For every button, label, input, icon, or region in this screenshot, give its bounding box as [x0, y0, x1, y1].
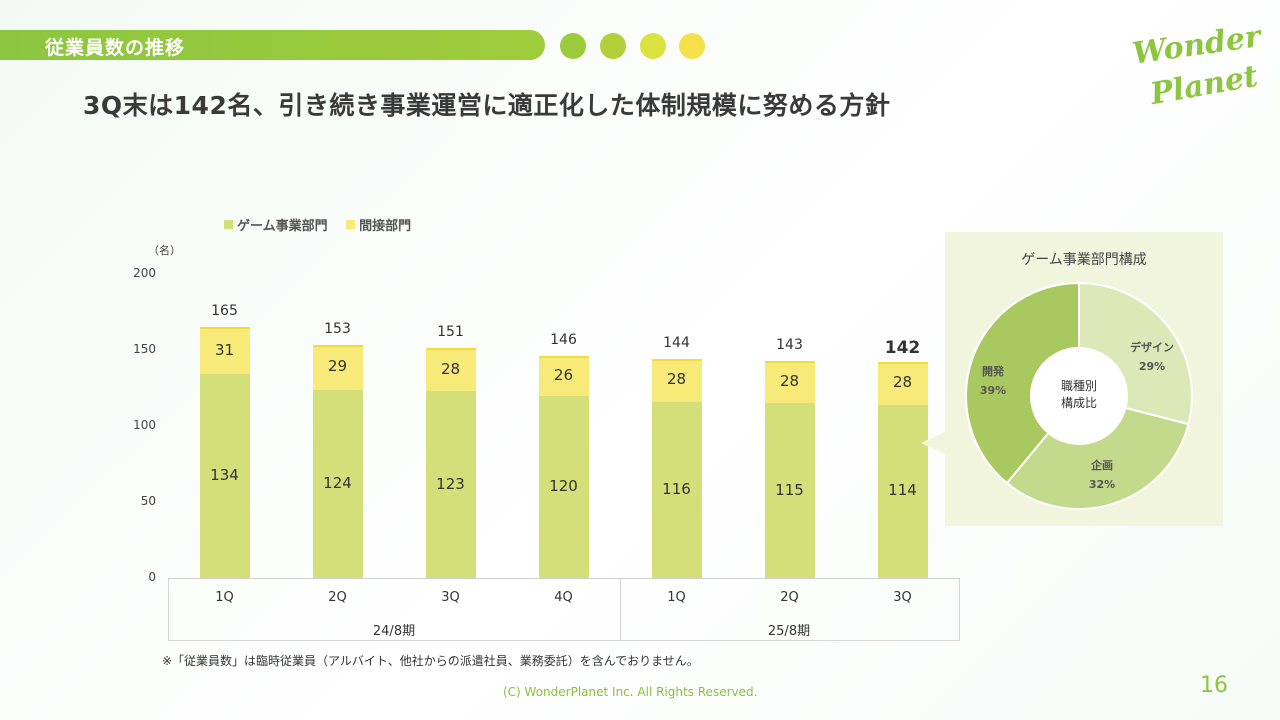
legend-item-indirect: 間接部門 — [346, 215, 411, 234]
bar-value-indirect: 28 — [440, 359, 461, 378]
legend-swatch-game — [224, 220, 233, 229]
bar-total-label: 153 — [324, 321, 351, 338]
bar-value-indirect: 31 — [214, 340, 235, 359]
x-tick-label: 1Q — [667, 590, 686, 605]
period-label-fy24: 24/8期 — [372, 624, 416, 639]
y-tick-label: 50 — [140, 494, 156, 508]
period-label-fy25: 25/8期 — [767, 624, 811, 639]
composition-panel: ゲーム事業部門構成 職種別 構成比 デザイン 29% 企画 32% 開発 39% — [945, 232, 1223, 526]
bar-value-indirect: 28 — [666, 370, 687, 389]
pie-label-design-name: デザイン — [1130, 341, 1174, 354]
bar-total-label: 151 — [437, 324, 464, 341]
bar-value-game: 115 — [775, 480, 804, 499]
donut-center-line2: 構成比 — [1060, 396, 1097, 410]
y-tick-label: 150 — [133, 342, 156, 356]
pie-label-development: 開発 39% — [963, 362, 1023, 400]
bar-value-indirect: 29 — [327, 357, 348, 376]
bar-value-game: 120 — [549, 476, 578, 495]
bar-segment-indirect — [651, 359, 702, 402]
axis-divider-period — [620, 579, 621, 641]
pie-label-design-value: 29% — [1138, 360, 1166, 373]
axis-divider-right — [959, 579, 960, 641]
bar-segment-indirect — [877, 362, 928, 405]
decor-dot-3 — [640, 33, 666, 59]
bar-segment-indirect — [538, 356, 589, 396]
decor-dot-2 — [600, 33, 626, 59]
y-axis-unit: （名） — [148, 244, 181, 257]
bar-value-game: 134 — [210, 466, 239, 485]
pie-label-development-value: 39% — [979, 384, 1007, 397]
bar-value-indirect: 26 — [553, 365, 574, 384]
bar-value-indirect: 28 — [892, 373, 913, 392]
bar-segment-indirect — [199, 327, 250, 375]
pie-label-planning-value: 32% — [1088, 478, 1116, 491]
x-tick-label: 2Q — [328, 590, 347, 605]
section-header-band — [0, 30, 545, 60]
footnote: ※「従業員数」は臨時従業員（アルバイト、他社からの派遣社員、業務委託）を含んでお… — [162, 654, 699, 668]
bar-segment-indirect — [425, 348, 476, 392]
bar-segment-indirect — [764, 360, 815, 404]
pie-label-development-name: 開発 — [982, 365, 1004, 378]
bar-segment-game — [538, 395, 589, 578]
pie-label-planning-name: 企画 — [1091, 459, 1113, 472]
donut-center-line1: 職種別 — [1060, 379, 1097, 393]
bar-value-game: 116 — [662, 479, 691, 498]
bar-segment-game — [764, 403, 815, 578]
company-logo: Wonder Planet — [1128, 19, 1263, 120]
bar-segment-game — [199, 374, 250, 578]
donut-center-label: 職種別 構成比 — [1039, 378, 1119, 412]
bar-total-label: 146 — [550, 332, 577, 349]
axis-divider-left — [168, 579, 169, 641]
bar-total-label: 165 — [211, 303, 238, 320]
bar-value-game: 114 — [888, 481, 917, 500]
bar-segment-game — [312, 389, 363, 578]
bar-value-indirect: 28 — [779, 371, 800, 390]
bar-segment-game — [651, 401, 702, 578]
page-number: 16 — [1200, 673, 1228, 698]
pie-label-planning: 企画 32% — [1072, 456, 1132, 494]
y-tick-label: 0 — [148, 570, 156, 584]
decor-dot-1 — [560, 33, 586, 59]
chart-legend: ゲーム事業部門 間接部門 — [224, 215, 425, 234]
y-tick-label: 100 — [133, 418, 156, 432]
bar-segment-game — [425, 391, 476, 578]
headline: 3Q末は142名、引き続き事業運営に適正化した体制規模に努める方針 — [83, 91, 891, 120]
legend-item-game: ゲーム事業部門 — [224, 215, 328, 234]
pie-label-design: デザイン 29% — [1122, 338, 1182, 376]
section-title: 従業員数の推移 — [45, 37, 186, 59]
bar-value-game: 123 — [436, 474, 465, 493]
bar-segment-game — [877, 404, 928, 578]
legend-label-indirect: 間接部門 — [359, 219, 412, 234]
donut-hole — [1031, 348, 1127, 444]
x-tick-label: 2Q — [780, 590, 799, 605]
bar-value-game: 124 — [323, 473, 352, 492]
x-tick-label: 3Q — [893, 590, 912, 605]
donut-chart — [965, 281, 1193, 510]
y-tick-label: 200 — [133, 266, 156, 280]
x-tick-label: 4Q — [554, 590, 573, 605]
bar-total-label: 142 — [884, 338, 921, 359]
panel-pointer — [921, 432, 945, 454]
bar-total-label: 144 — [663, 335, 690, 352]
legend-label-game: ゲーム事業部門 — [237, 219, 328, 234]
decor-dot-4 — [679, 33, 705, 59]
legend-swatch-indirect — [346, 220, 356, 229]
bar-segment-indirect — [312, 345, 363, 390]
bar-total-label: 143 — [776, 336, 803, 353]
x-tick-label: 3Q — [441, 590, 460, 605]
x-axis-baseline — [168, 578, 960, 579]
copyright: (C) WonderPlanet Inc. All Rights Reserve… — [503, 685, 758, 699]
x-tick-label: 1Q — [215, 590, 234, 605]
category-axis-box — [168, 579, 960, 641]
pie-title: ゲーム事業部門構成 — [1021, 252, 1147, 268]
